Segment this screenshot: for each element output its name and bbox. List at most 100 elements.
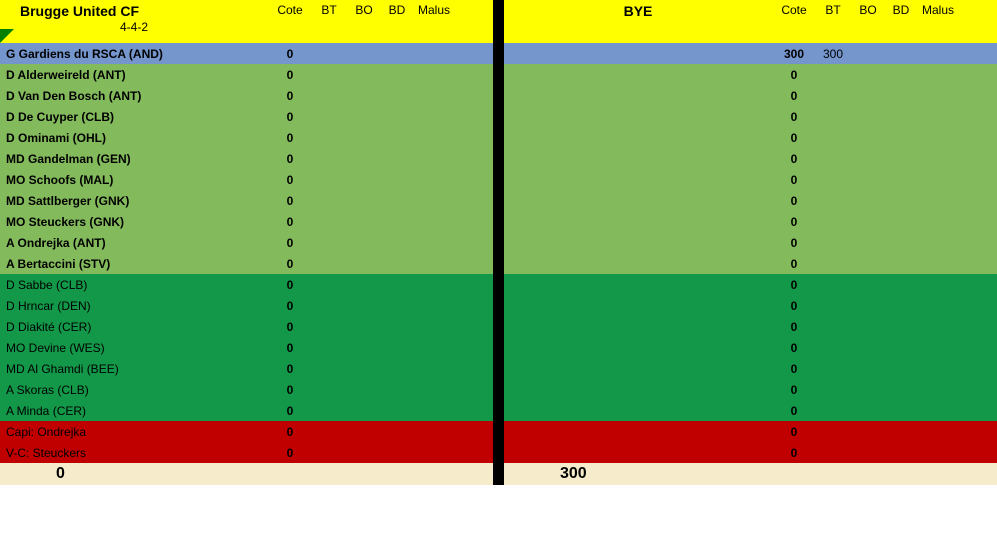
val-bo	[346, 446, 382, 460]
val-bt	[312, 257, 346, 271]
val-malus	[412, 383, 456, 397]
stat-cells: 0	[268, 47, 493, 61]
stat-cells: 0	[268, 89, 493, 103]
val-bo	[346, 278, 382, 292]
val-cote: 0	[772, 362, 816, 376]
val-bo	[850, 425, 886, 439]
val-malus	[916, 320, 960, 334]
val-bo	[850, 194, 886, 208]
val-bo	[850, 383, 886, 397]
player-row: 0	[504, 190, 997, 211]
val-bt	[816, 215, 850, 229]
val-malus	[916, 425, 960, 439]
val-cote: 0	[268, 89, 312, 103]
val-bd	[382, 215, 412, 229]
val-malus	[916, 446, 960, 460]
val-bd	[886, 173, 916, 187]
player-name: A Ondrejka (ANT)	[0, 236, 268, 250]
val-cote: 0	[268, 152, 312, 166]
val-bt	[312, 320, 346, 334]
player-row: A Ondrejka (ANT)0	[0, 232, 493, 253]
player-row: D Diakité (CER)0	[0, 316, 493, 337]
player-row: D Sabbe (CLB)0	[0, 274, 493, 295]
player-row: D De Cuyper (CLB)0	[0, 106, 493, 127]
val-bt	[816, 194, 850, 208]
val-bd	[886, 215, 916, 229]
stat-cells: 0	[268, 152, 493, 166]
player-name: D Hrncar (DEN)	[0, 299, 268, 313]
val-bo	[850, 131, 886, 145]
val-malus	[412, 47, 456, 61]
stat-headers-left: Cote BT BO BD Malus	[268, 0, 493, 17]
val-cote: 0	[268, 131, 312, 145]
val-cote: 0	[268, 446, 312, 460]
player-name: MO Schoofs (MAL)	[0, 173, 268, 187]
match-container: Brugge United CF 4-4-2 Cote BT BO BD Mal…	[0, 0, 997, 485]
val-bt	[312, 89, 346, 103]
val-bo	[850, 446, 886, 460]
player-row: V-C: Steuckers0	[0, 442, 493, 463]
col-header-cote: Cote	[268, 3, 312, 17]
val-malus	[412, 194, 456, 208]
val-bd	[886, 257, 916, 271]
stat-cells: 0	[268, 299, 493, 313]
val-cote: 0	[268, 404, 312, 418]
val-bd	[886, 152, 916, 166]
col-header-bt: BT	[312, 3, 346, 17]
val-cote: 0	[772, 383, 816, 397]
val-malus	[412, 299, 456, 313]
team-rows-right: 3003000000000000000000000	[504, 43, 997, 463]
col-header-bo: BO	[850, 3, 886, 17]
team-total-left: 0	[56, 465, 493, 483]
stat-cells: 0	[268, 425, 493, 439]
val-bt	[816, 257, 850, 271]
val-bt	[312, 194, 346, 208]
val-bt: 300	[816, 47, 850, 61]
val-bt	[816, 341, 850, 355]
player-row: 0	[504, 85, 997, 106]
val-bo	[850, 320, 886, 334]
player-row: G Gardiens du RSCA (AND)0	[0, 43, 493, 64]
player-row: 0	[504, 316, 997, 337]
val-bd	[382, 362, 412, 376]
val-cote: 0	[268, 341, 312, 355]
player-name: D Diakité (CER)	[0, 320, 268, 334]
val-bd	[886, 383, 916, 397]
player-name: MO Devine (WES)	[0, 341, 268, 355]
val-bo	[346, 194, 382, 208]
val-bd	[382, 299, 412, 313]
val-cote: 0	[268, 257, 312, 271]
player-row: MO Devine (WES)0	[0, 337, 493, 358]
player-row: 0	[504, 379, 997, 400]
val-bd	[886, 236, 916, 250]
val-cote: 0	[772, 173, 816, 187]
stat-cells: 0	[772, 278, 997, 292]
val-malus	[916, 404, 960, 418]
player-name: D Ominami (OHL)	[0, 131, 268, 145]
stat-cells: 0	[268, 131, 493, 145]
val-cote: 0	[772, 446, 816, 460]
val-cote: 0	[268, 47, 312, 61]
val-malus	[412, 173, 456, 187]
val-malus	[412, 152, 456, 166]
player-row: 0	[504, 274, 997, 295]
player-row: 0	[504, 400, 997, 421]
stat-cells: 0	[772, 446, 997, 460]
team-total-row-left: 0	[0, 463, 493, 485]
val-cote: 0	[772, 110, 816, 124]
val-cote: 0	[268, 320, 312, 334]
val-bd	[382, 404, 412, 418]
val-cote: 0	[268, 362, 312, 376]
player-name: D Alderweireld (ANT)	[0, 68, 268, 82]
val-cote: 0	[772, 257, 816, 271]
player-row: D Ominami (OHL)0	[0, 127, 493, 148]
val-bd	[382, 47, 412, 61]
val-bo	[850, 278, 886, 292]
col-header-malus: Malus	[412, 3, 456, 17]
stat-cells: 300300	[772, 47, 997, 61]
player-row: 0	[504, 442, 997, 463]
val-cote: 0	[772, 320, 816, 334]
stat-cells: 0	[268, 194, 493, 208]
val-malus	[916, 341, 960, 355]
stat-cells: 0	[772, 89, 997, 103]
